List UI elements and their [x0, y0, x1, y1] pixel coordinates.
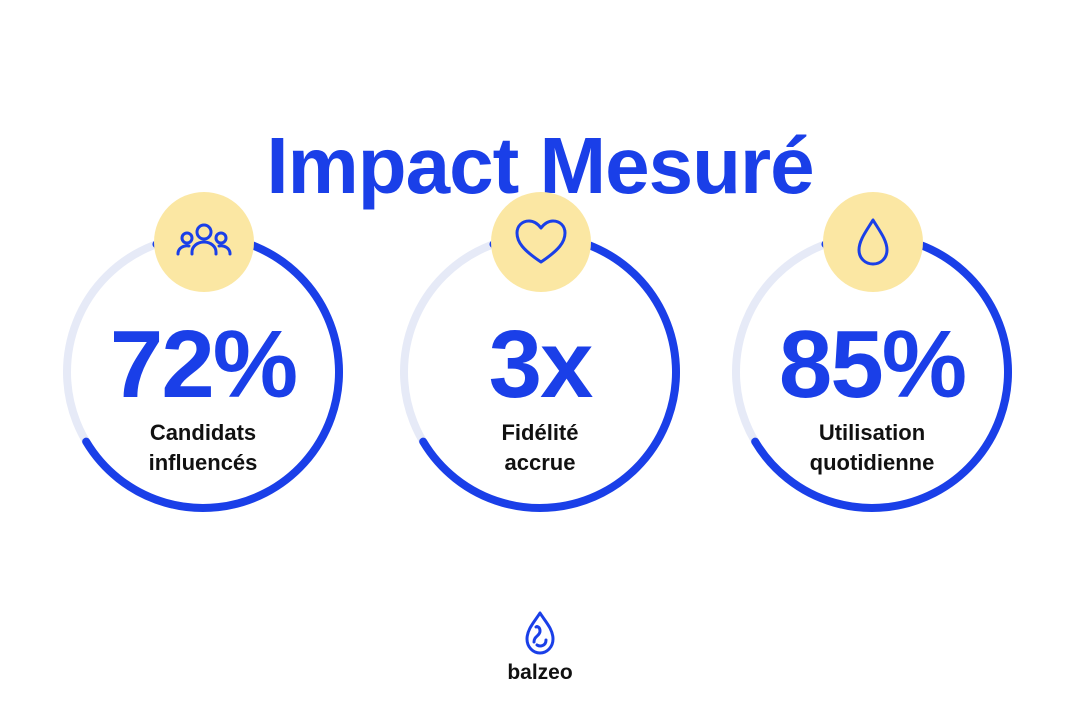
stat-label-line: quotidienne: [809, 450, 935, 475]
stat-card-candidates: 72% Candidats influencés: [53, 192, 353, 528]
stat-card-loyalty: 3x Fidélité accrue: [390, 192, 690, 528]
brand-name: balzeo: [507, 661, 573, 684]
icon-badge: [491, 192, 591, 292]
icon-badge: [154, 192, 254, 292]
stat-label-line: accrue: [504, 450, 576, 475]
stat-value: 72%: [109, 311, 298, 418]
stat-label: Fidélité accrue: [410, 418, 670, 478]
stat-label-line: Utilisation: [818, 420, 926, 445]
users-icon: [176, 223, 232, 256]
stat-label: Utilisation quotidienne: [742, 418, 1002, 478]
stat-value: 85%: [778, 311, 967, 418]
stat-card-daily-use: 85% Utilisation quotidienne: [722, 192, 1022, 528]
brand-logo: balzeo: [490, 610, 590, 686]
balzeo-drop-logo-icon: [525, 611, 555, 655]
stat-label-line: Fidélité: [501, 420, 579, 445]
stat-value: 3x: [488, 311, 594, 418]
heart-icon: [515, 219, 567, 264]
stat-label-line: Candidats: [149, 420, 257, 445]
icon-badge: [823, 192, 923, 292]
drop-icon: [857, 218, 889, 266]
stat-label-line: influencés: [148, 450, 258, 475]
stat-label: Candidats influencés: [73, 418, 333, 478]
